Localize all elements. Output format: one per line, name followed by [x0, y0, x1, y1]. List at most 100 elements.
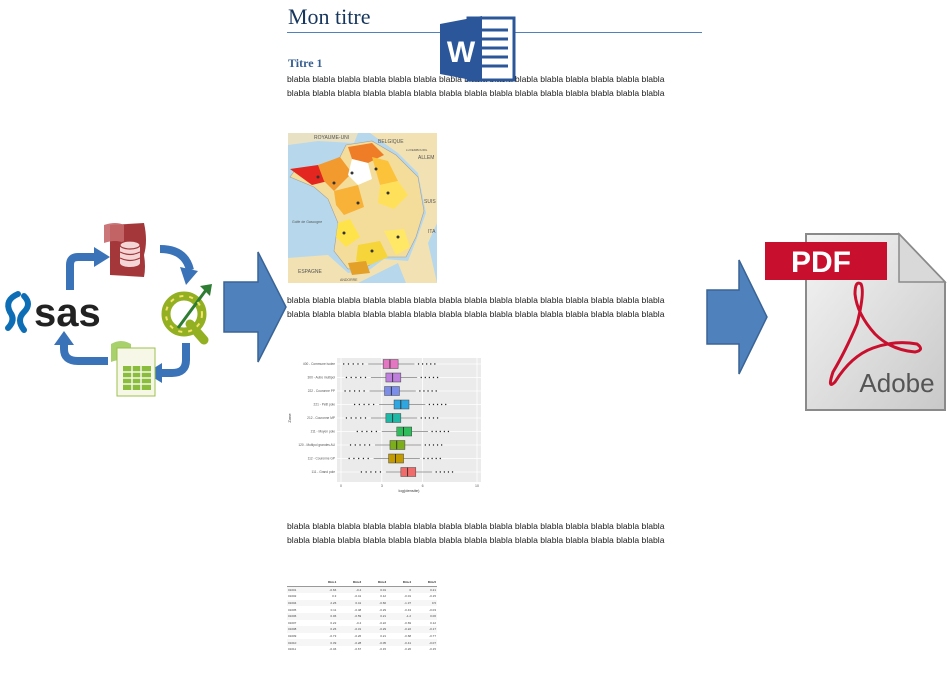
outlier-point	[357, 457, 360, 460]
table-cell: -0.29	[379, 607, 387, 612]
table-cell: -0.26	[354, 634, 362, 639]
table-cell: -0.48	[354, 607, 362, 612]
outlier-point	[451, 471, 454, 473]
table-cell: -0.31	[337, 626, 363, 633]
outlier-point	[360, 471, 363, 473]
table-cell: 01006	[287, 612, 313, 620]
outlier-point	[445, 403, 447, 406]
outlier-point	[350, 376, 352, 379]
outlier-point	[432, 376, 435, 379]
box	[388, 453, 404, 464]
table-cell: -0.22	[379, 620, 387, 625]
table-cell: 0.06	[412, 612, 437, 620]
paragraph: blabla blabla blabla blabla blabla blabl…	[287, 519, 707, 547]
map-label: LUXEMBOURG	[406, 148, 428, 152]
outlier-point	[374, 471, 377, 473]
outlier-point	[364, 444, 366, 446]
box	[384, 386, 400, 396]
table-cell: -0.68	[404, 634, 412, 639]
outlier-point	[435, 457, 437, 460]
data-table: Dim.1 Dim.2 Dim.3 Dim.4 Dim.5 01001 -0.66 -0.4 0…	[287, 579, 437, 653]
table-cell: -0.22	[387, 626, 413, 633]
table-cell: -0.73	[329, 634, 337, 639]
table-cell: -0.15	[429, 594, 436, 599]
y-tick-label: 221 - Petit pole	[314, 403, 336, 407]
box	[389, 440, 406, 450]
arrow-right-icon	[705, 258, 769, 376]
cycle-arrows-icon	[54, 245, 198, 383]
outlier-point	[357, 363, 359, 365]
outlier-point	[358, 390, 361, 392]
table-cell: 0.26	[312, 626, 338, 633]
table-cell: -0.15	[429, 647, 436, 652]
table-cell: 0.5	[412, 599, 437, 607]
outlier-point	[350, 417, 352, 419]
paragraph-line: blabla blabla blabla blabla blabla blabl…	[287, 309, 665, 319]
sas-logo: sas	[0, 290, 112, 335]
outlier-point	[375, 430, 378, 433]
page-title: Mon titre	[288, 4, 371, 29]
table-row: 01010 0.39 -0.28 -0.05 -0.41 -0.07	[287, 639, 437, 646]
table-header-cell: Dim.4	[387, 579, 413, 587]
table-row: 01005 0.11 -0.48 -0.29 -0.43 -0.03	[287, 606, 437, 613]
outlier-point	[348, 457, 350, 460]
sas-label: sas	[34, 291, 101, 334]
table-cell: 0.21	[412, 586, 437, 594]
x-axis-label: log(densite)	[399, 488, 421, 493]
table-row: 01004 2.26 0.41 -0.66 -1.37 0.5	[287, 599, 437, 607]
table-cell: -0.59	[337, 612, 363, 620]
outlier-point	[430, 363, 432, 365]
table-cell: 0.22	[330, 620, 337, 625]
table-header-row: Dim.1 Dim.2 Dim.3 Dim.4 Dim.5	[287, 579, 437, 587]
outlier-point	[435, 430, 437, 433]
table-cell: -0.29	[362, 626, 388, 633]
outlier-point	[443, 471, 446, 473]
qgis-icon	[160, 284, 216, 346]
outlier-point	[440, 444, 443, 446]
outlier-point	[435, 390, 437, 392]
outlier-point	[427, 457, 429, 460]
table-cell: -0.07	[412, 639, 437, 646]
outlier-point	[435, 471, 437, 473]
table-cell: -1.2	[387, 612, 413, 620]
table-row: 01007 0.22 -0.4 -0.22 -0.69 0.12	[287, 620, 437, 627]
boxplot-chart: Zone log(densite) 400 - Commune isolee 30…	[287, 356, 483, 494]
outlier-point	[361, 430, 363, 433]
outlier-point	[355, 417, 357, 419]
outlier-point	[356, 430, 359, 433]
table-cell: 2.26	[312, 599, 338, 607]
map-label: ESPAGNE	[298, 269, 322, 275]
outlier-point	[420, 417, 422, 419]
adobe-label: Adobe	[859, 368, 934, 398]
outlier-point	[370, 430, 373, 433]
table-cell: -0.05	[362, 639, 388, 646]
outlier-point	[349, 444, 352, 446]
outlier-point	[447, 471, 450, 473]
outlier-point	[439, 457, 441, 460]
paragraph-line: blabla blabla blabla blabla blabla blabl…	[287, 295, 665, 305]
box	[396, 426, 412, 437]
table-cell: 01009	[288, 634, 297, 639]
map-label: BELGIQUE	[378, 139, 404, 145]
outlier-point	[431, 430, 433, 433]
outlier-point	[423, 390, 425, 392]
outlier-point	[424, 376, 427, 379]
plot-panel	[337, 358, 481, 482]
paragraph-line: blabla blabla blabla blabla blabla blabl…	[287, 521, 665, 531]
x-tick-label: 0	[340, 484, 342, 488]
y-tick-label: 211 - Moyen pole	[311, 430, 336, 434]
table-cell: 01001	[287, 586, 313, 594]
table-cell: -0.41	[387, 639, 413, 646]
outlier-point	[436, 376, 439, 379]
outlier-point	[363, 403, 365, 406]
outlier-point	[436, 417, 439, 419]
table-header-cell: Dim.5	[412, 579, 437, 587]
table-cell: -0.15	[379, 647, 387, 652]
table-cell: -0.77	[429, 634, 436, 639]
outlier-point	[345, 417, 348, 419]
table-cell: -0.4	[337, 586, 363, 594]
outlier-point	[447, 430, 450, 433]
table-cell: 0.06	[312, 612, 338, 620]
table-row: 01006 0.06 -0.59 0.21 -1.2 0.06	[287, 612, 437, 620]
outlier-point	[431, 390, 433, 392]
